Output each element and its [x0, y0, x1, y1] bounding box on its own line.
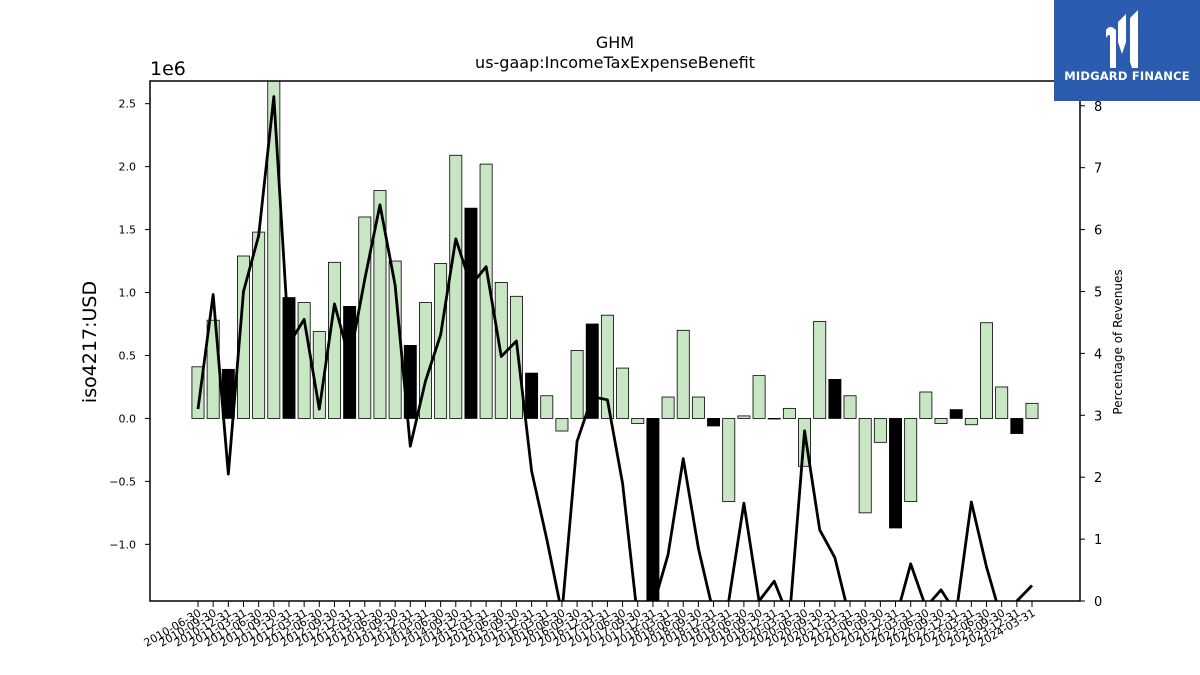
- bar-2017-12-31: [646, 418, 660, 602]
- bar-2012-12-31: [343, 305, 357, 419]
- y2-tick-label: 3: [1094, 409, 1102, 424]
- bar-2022-06-30: [919, 391, 933, 419]
- y-axis-label: iso4217:USD: [79, 281, 101, 403]
- y2-tick-label: 2: [1094, 471, 1102, 486]
- bar-2016-09-30: [570, 350, 584, 419]
- bar-2020-09-30: [813, 321, 827, 419]
- axes-layer: −1.0−0.50.00.51.01.52.02.50123456782010-…: [109, 80, 1102, 650]
- bar-2023-12-31: [1010, 418, 1024, 434]
- bar-2015-09-30: [509, 295, 523, 419]
- bar-2022-09-30: [934, 418, 948, 424]
- bar-2019-03-31: [722, 418, 736, 502]
- bar-2017-06-30: [616, 367, 630, 419]
- bar-2019-06-30: [737, 415, 751, 419]
- bar-2021-09-30: [873, 418, 887, 443]
- bar-2014-06-30: [434, 263, 448, 419]
- bar-2016-12-31: [585, 323, 599, 419]
- bar-2024-03-31: [1025, 402, 1039, 419]
- bar-2016-06-30: [555, 418, 569, 432]
- y2-tick-label: 0: [1094, 595, 1102, 610]
- bar-2017-03-31: [600, 314, 614, 419]
- y2-tick-label: 6: [1094, 224, 1102, 239]
- bars-layer: [191, 80, 1039, 602]
- bar-2013-06-30: [373, 190, 387, 419]
- y2-tick-label: 4: [1094, 347, 1102, 362]
- bar-2023-03-31: [964, 418, 978, 426]
- y-tick-label: −0.5: [109, 475, 136, 488]
- bar-2014-12-31: [464, 207, 478, 419]
- midgard-logo-mark: [1106, 10, 1138, 68]
- bar-2019-12-31: [767, 418, 781, 420]
- bar-2023-06-30: [980, 322, 993, 419]
- midgard-logo: MIDGARD FINANCE: [1054, 0, 1200, 101]
- y-tick-label: 2.0: [119, 161, 137, 174]
- y-tick-label: −1.0: [109, 538, 136, 551]
- bar-2018-03-31: [661, 396, 675, 419]
- percentage-line: [196, 95, 1034, 601]
- bar-2013-03-31: [358, 216, 372, 419]
- bar-2022-12-31: [949, 409, 963, 419]
- bar-2011-12-31: [282, 297, 296, 419]
- plot-frame: [149, 80, 1081, 602]
- bar-2017-09-30: [631, 418, 645, 424]
- bar-2015-12-31: [525, 372, 539, 419]
- bar-2016-03-31: [540, 395, 554, 419]
- y-tick-label: 0.5: [119, 349, 137, 362]
- logo-text: MIDGARD FINANCE: [1064, 69, 1190, 83]
- bar-2021-06-30: [858, 418, 872, 514]
- y2-tick-label: 7: [1094, 162, 1102, 177]
- bar-2022-03-31: [904, 418, 918, 502]
- y-tick-label: 1.5: [119, 224, 137, 237]
- y-multiplier-label: 1e6: [150, 58, 186, 80]
- line-layer: [196, 95, 1034, 601]
- bar-2018-09-30: [691, 396, 705, 419]
- y-tick-label: 1.0: [119, 287, 137, 300]
- bar-2021-12-31: [889, 418, 902, 529]
- bar-2015-03-31: [479, 163, 493, 419]
- y-tick-label: 2.5: [119, 98, 137, 111]
- chart-title: GHM: [596, 33, 634, 52]
- bar-2018-06-30: [676, 329, 690, 419]
- bar-2011-03-31: [237, 255, 250, 419]
- bar-2011-06-30: [252, 231, 266, 419]
- y2-tick-label: 8: [1094, 100, 1102, 115]
- y2-axis-label: Percentage of Revenues: [1111, 269, 1125, 414]
- y2-tick-label: 5: [1094, 285, 1102, 300]
- y2-tick-label: 1: [1094, 533, 1102, 548]
- bar-2020-03-31: [782, 407, 796, 419]
- bar-2020-12-31: [828, 378, 842, 419]
- bar-2023-09-30: [995, 386, 1009, 419]
- bar-2014-09-30: [449, 154, 463, 419]
- bar-2021-03-31: [843, 395, 857, 419]
- y-tick-label: 0.0: [119, 412, 137, 425]
- chart-subtitle: us-gaap:IncomeTaxExpenseBenefit: [475, 53, 755, 72]
- bar-2018-12-31: [707, 418, 721, 427]
- bar-2019-09-30: [752, 375, 766, 419]
